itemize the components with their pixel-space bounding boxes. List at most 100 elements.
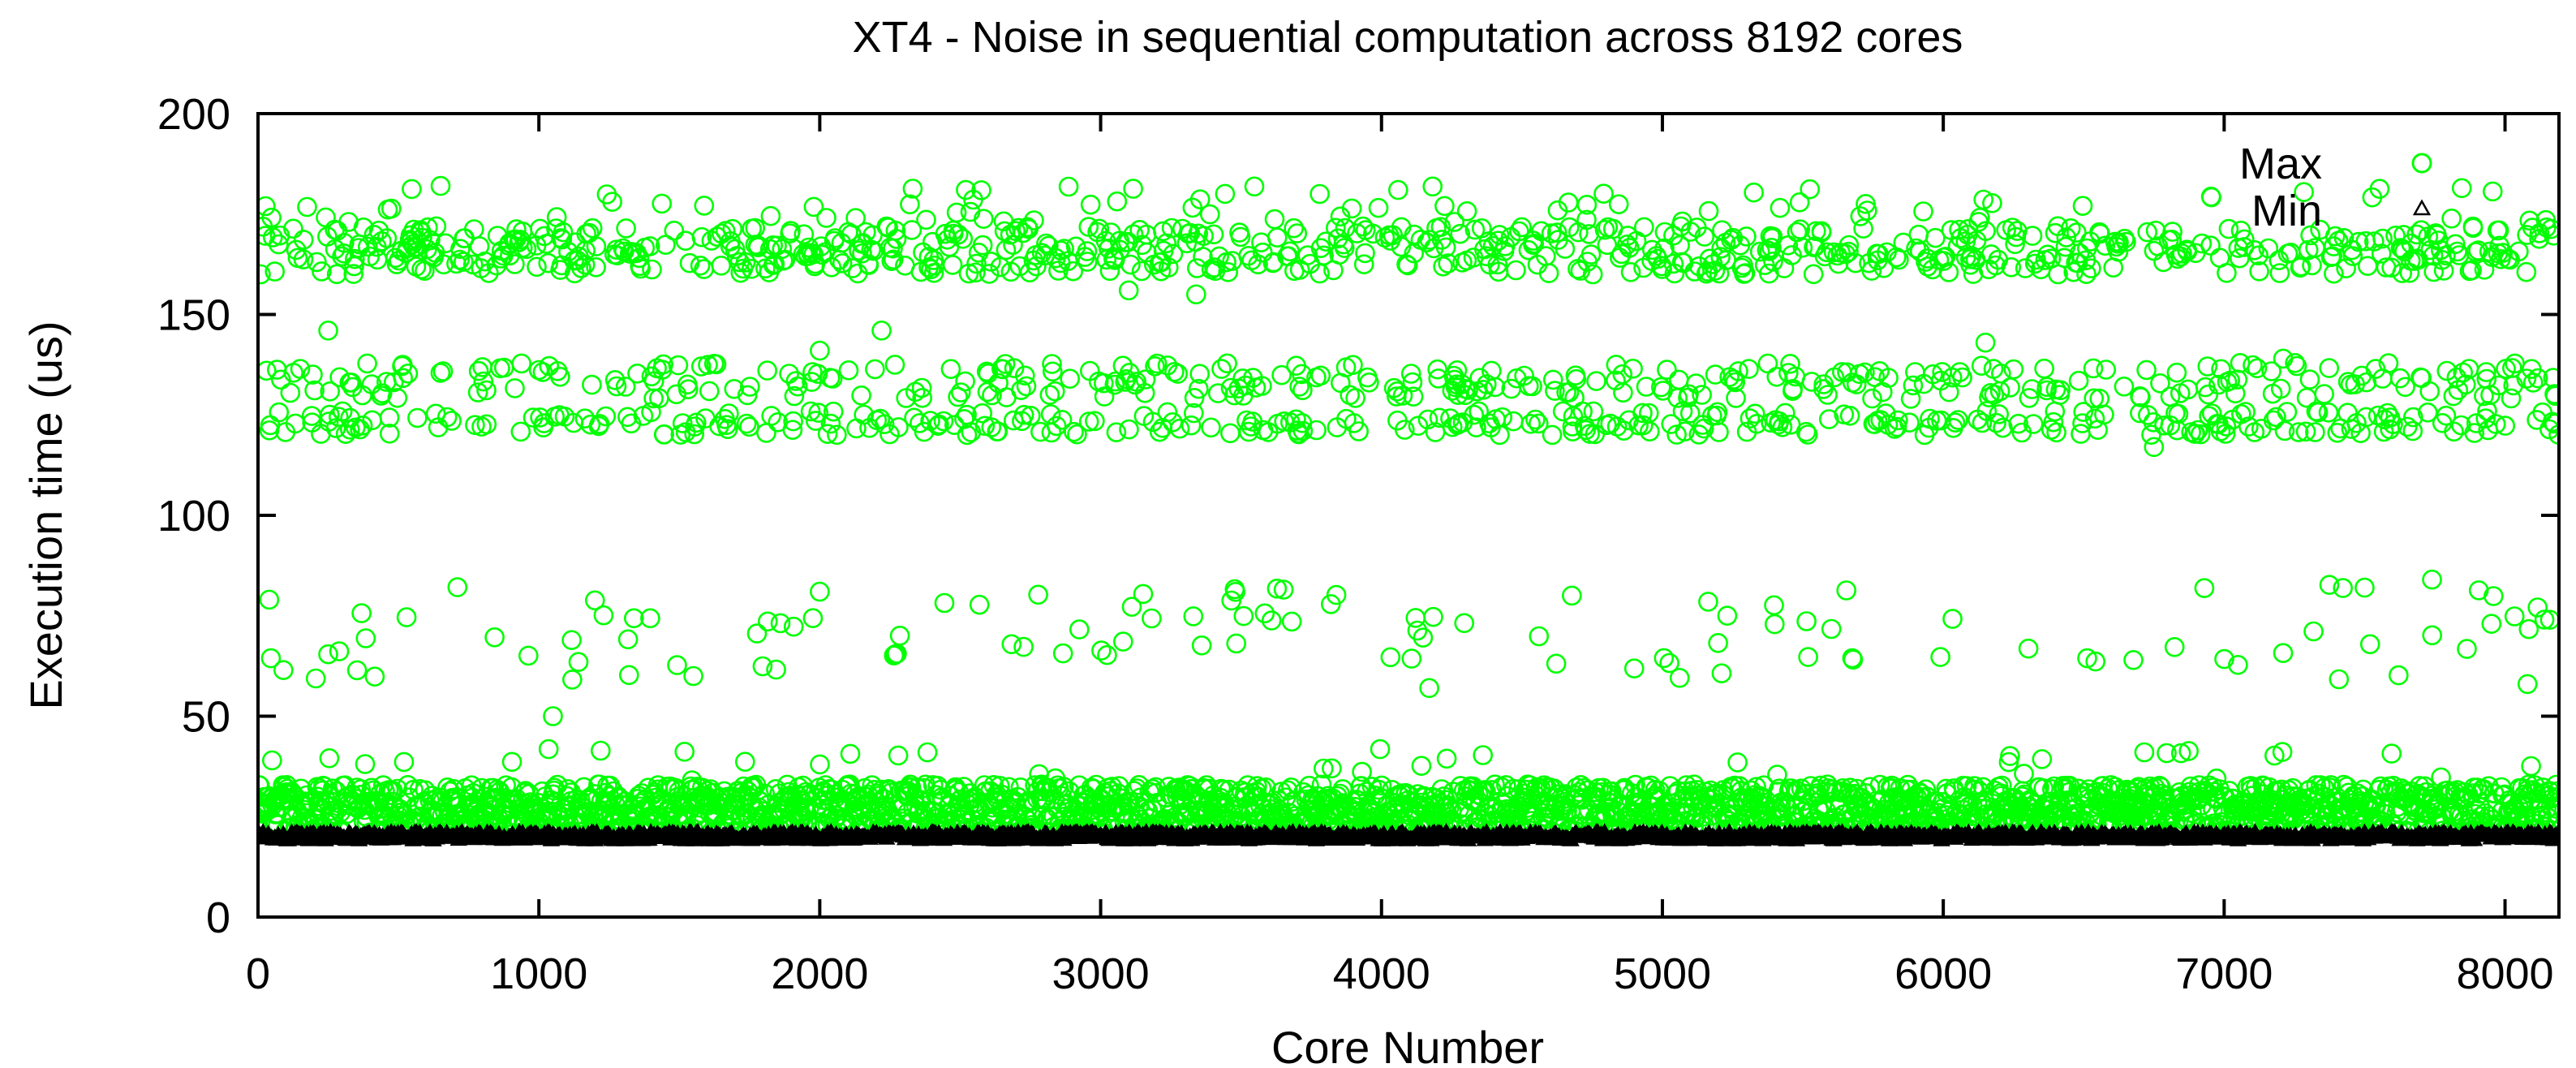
max-point <box>1191 635 1212 656</box>
max-point <box>1184 403 1204 424</box>
max-point <box>1580 244 1602 265</box>
max-point <box>1640 421 1660 442</box>
max-point <box>1215 183 1236 205</box>
max-point <box>1189 378 1209 399</box>
max-point <box>1142 608 1162 629</box>
max-point <box>2114 376 2135 397</box>
max-point <box>2408 249 2428 270</box>
max-point <box>557 786 577 807</box>
max-point <box>1736 226 1757 247</box>
max-point <box>1193 226 1214 247</box>
max-point <box>2348 231 2369 252</box>
max-point <box>2218 218 2239 239</box>
max-point <box>2007 221 2028 241</box>
max-point <box>1916 779 1936 800</box>
max-point <box>1850 206 1871 226</box>
max-point <box>426 216 447 237</box>
max-point <box>816 208 836 228</box>
max-point <box>329 641 350 661</box>
max-point <box>1217 353 1237 374</box>
max-point <box>2018 638 2039 659</box>
max-point <box>2019 388 2040 408</box>
max-point <box>2288 422 2309 442</box>
max-point <box>1078 411 1099 432</box>
max-point <box>793 224 815 245</box>
max-point <box>822 368 843 389</box>
max-point <box>1608 194 1629 214</box>
max-point <box>810 754 830 775</box>
max-point <box>1698 592 1718 612</box>
max-point <box>2084 408 2105 429</box>
max-point <box>2043 411 2064 433</box>
max-point <box>2509 241 2529 262</box>
max-point <box>2081 258 2101 279</box>
max-point <box>2187 420 2208 441</box>
max-point <box>1975 332 1996 353</box>
max-point <box>616 218 636 239</box>
max-point <box>574 254 596 275</box>
max-point <box>838 360 859 381</box>
max-point <box>1938 262 1959 282</box>
max-point <box>677 379 699 400</box>
max-point <box>1873 257 1894 278</box>
max-point <box>1009 256 1030 277</box>
max-point <box>787 376 808 397</box>
max-point <box>2197 356 2218 377</box>
max-point <box>2311 775 2331 795</box>
max-point <box>1798 647 1818 667</box>
max-point <box>2409 776 2430 796</box>
max-point <box>1725 372 1745 393</box>
x-tick-label: 2000 <box>771 950 868 998</box>
max-point <box>752 656 773 677</box>
max-point <box>1289 377 1310 397</box>
max-point <box>820 413 841 434</box>
max-point <box>1562 585 1582 606</box>
max-point <box>709 416 729 437</box>
max-point <box>1948 410 1968 430</box>
max-point <box>1989 404 2009 424</box>
max-point <box>2419 381 2440 402</box>
max-point <box>2083 358 2104 379</box>
max-point <box>2066 222 2087 243</box>
max-point <box>827 424 847 446</box>
max-point <box>2329 669 2350 690</box>
max-point <box>1552 401 1573 422</box>
max-point <box>629 248 650 269</box>
max-point <box>2061 217 2081 239</box>
max-point <box>1041 422 1062 443</box>
max-point <box>258 264 271 285</box>
max-point <box>1740 408 1761 428</box>
max-point <box>1520 413 1541 434</box>
max-point <box>2225 383 2246 404</box>
max-point <box>2123 649 2144 670</box>
max-point <box>2131 387 2151 407</box>
max-point <box>1145 355 1165 377</box>
max-point <box>987 421 1008 441</box>
max-point <box>1292 380 1313 401</box>
max-point <box>640 608 660 629</box>
max-point <box>1119 419 1139 440</box>
max-point <box>1692 385 1712 405</box>
max-point <box>1400 364 1421 384</box>
max-point <box>883 249 904 270</box>
max-point <box>881 251 902 272</box>
max-point <box>1886 416 1907 437</box>
max-point <box>623 608 644 629</box>
max-point <box>691 226 712 248</box>
max-point <box>1862 388 1882 409</box>
max-point <box>2457 639 2477 659</box>
max-point <box>1739 359 1759 379</box>
max-point <box>1722 227 1744 248</box>
max-point <box>823 401 844 422</box>
max-point <box>2294 182 2314 202</box>
max-point <box>1972 412 1993 433</box>
max-point <box>2518 618 2539 640</box>
max-point <box>1765 614 1785 635</box>
max-point <box>2248 245 2269 266</box>
max-point <box>2383 414 2403 435</box>
max-point <box>690 255 711 276</box>
max-point <box>862 225 883 246</box>
max-point <box>902 179 923 199</box>
max-point <box>694 196 715 216</box>
max-point <box>1705 261 1726 281</box>
